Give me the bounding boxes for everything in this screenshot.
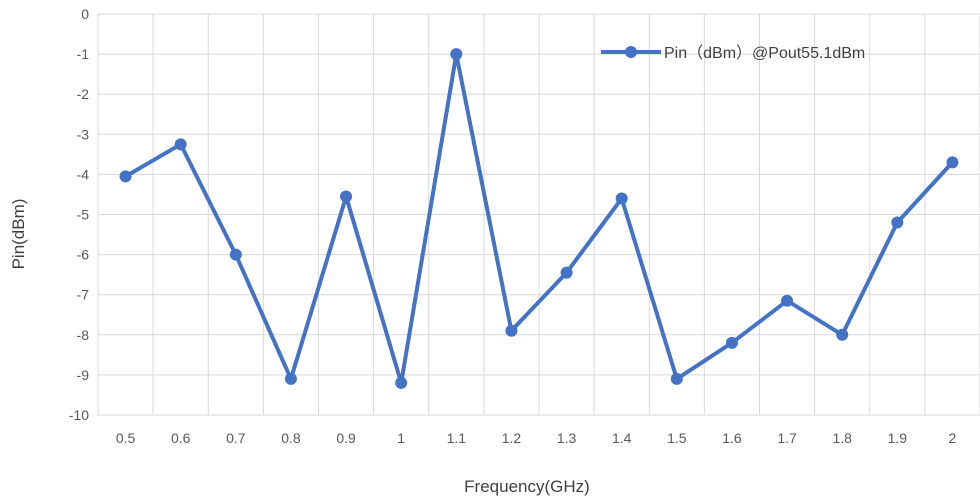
data-point xyxy=(284,372,297,385)
y-tick-label: -2 xyxy=(77,86,90,102)
y-tick-label: 0 xyxy=(81,6,89,22)
y-axis-title: Pin(dBm) xyxy=(9,199,28,270)
legend: Pin（dBm）@Pout55.1dBm xyxy=(601,44,865,62)
data-point xyxy=(229,248,242,261)
data-point xyxy=(560,266,573,279)
series-layer xyxy=(119,48,959,389)
series-line xyxy=(124,52,954,385)
y-tick-label: -6 xyxy=(77,247,90,263)
x-tick-label: 0.7 xyxy=(226,430,246,446)
x-tick-label: 1.4 xyxy=(612,430,632,446)
data-point xyxy=(946,156,959,169)
data-point xyxy=(891,216,904,229)
y-tick-label: -7 xyxy=(77,287,90,303)
data-point xyxy=(725,336,738,349)
data-point xyxy=(781,294,794,307)
x-tick-label: 0.9 xyxy=(336,430,356,446)
data-point xyxy=(340,190,353,203)
y-tick-label: -8 xyxy=(77,327,90,343)
y-tick-label: -10 xyxy=(69,407,89,423)
x-tick-label: 1 xyxy=(397,430,405,446)
y-tick-label: -3 xyxy=(77,126,90,142)
legend-label: Pin（dBm）@Pout55.1dBm xyxy=(664,44,865,62)
x-axis-title: Frequency(GHz) xyxy=(464,477,590,496)
x-tick-label: 0.6 xyxy=(171,430,191,446)
y-tick-label: -9 xyxy=(77,367,90,383)
x-tick-label: 0.5 xyxy=(116,430,136,446)
legend-dot-marker xyxy=(625,46,637,58)
x-tick-label: 1.8 xyxy=(832,430,852,446)
y-tick-label: -5 xyxy=(77,207,90,223)
x-tick-label: 1.5 xyxy=(667,430,687,446)
x-tick-label: 1.6 xyxy=(722,430,742,446)
x-tick-label: 1.3 xyxy=(557,430,577,446)
data-point xyxy=(395,376,408,389)
x-axis-ticks: 0.5 0.6 0.7 0.8 0.9 1 1.1 1.2 1.3 1.4 1.5 1.6 1.7 1.8… xyxy=(116,430,957,446)
x-tick-label: 1.9 xyxy=(888,430,908,446)
data-point xyxy=(615,192,628,205)
data-point xyxy=(836,328,849,341)
y-tick-label: -1 xyxy=(77,46,90,62)
y-axis-ticks: 0 -1 -2 -3 -4 -5 -6 -7 -8 -9 -10 xyxy=(69,6,89,423)
data-point xyxy=(119,170,132,183)
data-point xyxy=(505,324,518,337)
x-tick-label: 1.1 xyxy=(447,430,467,446)
x-tick-label: 1.2 xyxy=(502,430,522,446)
x-tick-label: 1.7 xyxy=(777,430,797,446)
data-point xyxy=(670,372,683,385)
y-tick-label: -4 xyxy=(77,166,90,182)
gridlines xyxy=(97,13,980,416)
data-point xyxy=(174,138,187,151)
data-point xyxy=(450,48,463,61)
x-tick-label: 2 xyxy=(949,430,957,446)
x-tick-label: 0.8 xyxy=(281,430,301,446)
